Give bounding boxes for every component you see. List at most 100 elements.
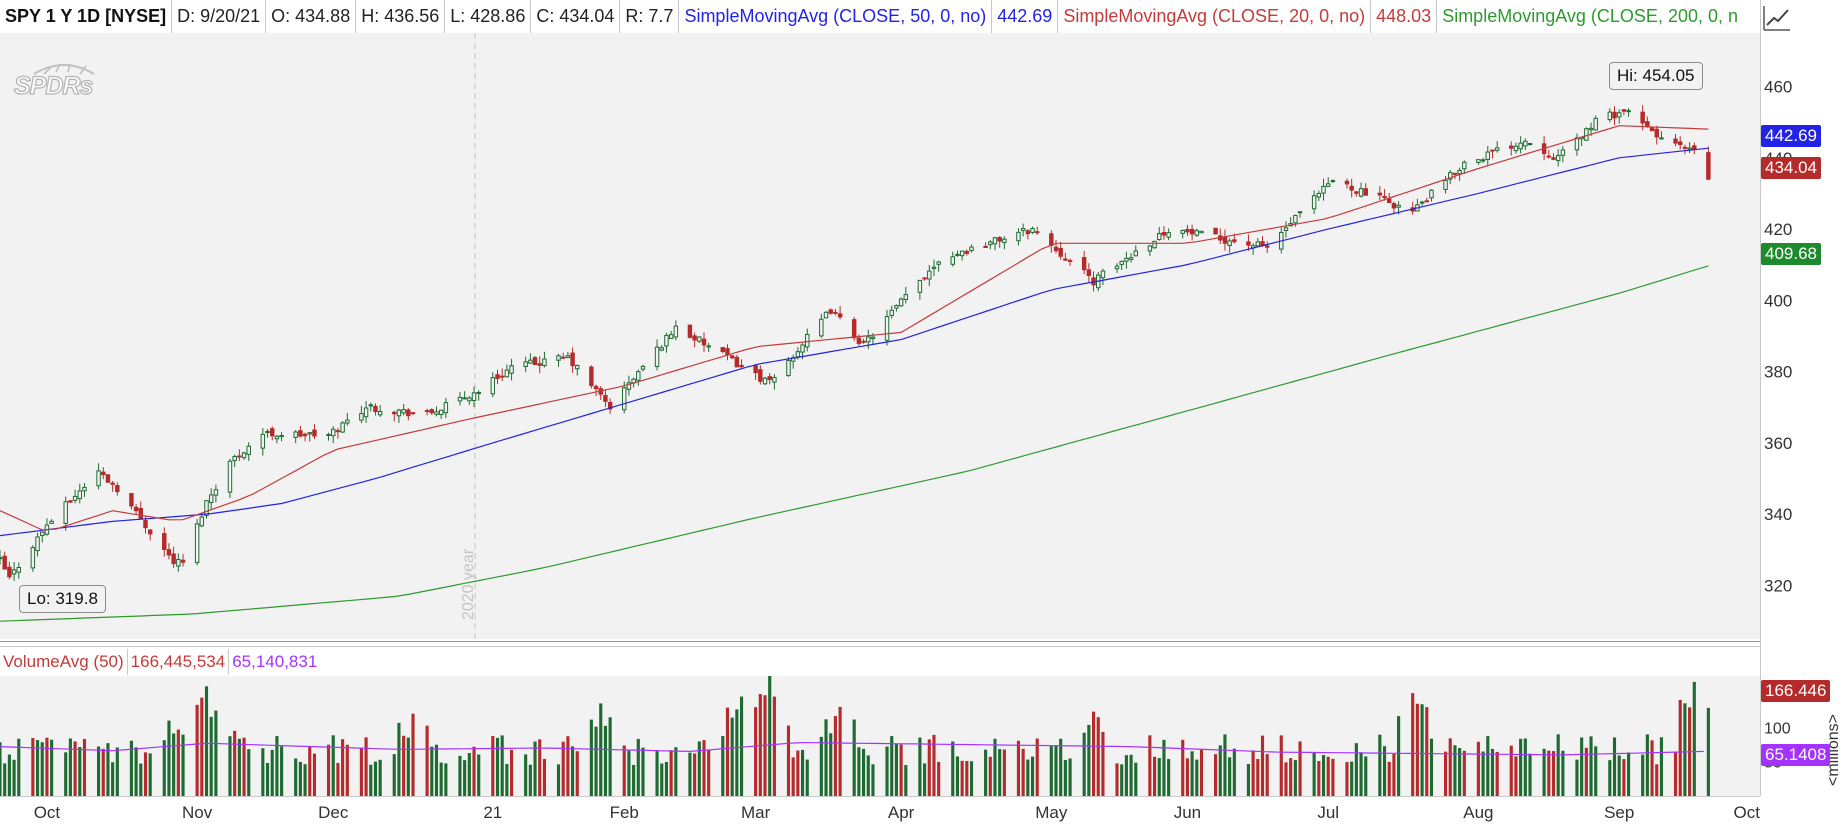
candle-body-up (931, 266, 937, 269)
x-tick-label: Oct (34, 803, 61, 822)
symbol-label[interactable]: SPY 1 Y 1D [NYSE] (0, 0, 173, 33)
volume-avg-value: 65,140,831 (232, 652, 318, 671)
candle (565, 351, 571, 359)
volume-bar (1453, 745, 1457, 796)
sma20-study-value: 448.03 (1371, 0, 1438, 33)
x-tick-label: Sep (1604, 803, 1634, 822)
candle-body-up (377, 410, 383, 416)
volume-bar (1462, 750, 1466, 796)
candle-body-down (1682, 146, 1688, 149)
volume-bar (1364, 756, 1368, 796)
candle (1199, 230, 1204, 234)
volume-bar (1523, 738, 1527, 796)
candle-body-up (1002, 238, 1007, 244)
candle (1462, 160, 1467, 174)
volume-bar (294, 758, 298, 796)
candle (373, 403, 378, 416)
candle (312, 424, 317, 440)
candle (49, 519, 54, 524)
sma50-study-label[interactable]: SimpleMovingAvg (CLOSE, 50, 0, no) (679, 0, 993, 33)
sma20-study-label[interactable]: SimpleMovingAvg (CLOSE, 20, 0, no) (1058, 0, 1372, 33)
candle (772, 374, 777, 390)
volume-bar (1284, 762, 1288, 796)
volume-bar (1575, 759, 1579, 796)
candle-body-down (692, 335, 697, 341)
candle-body-down (1067, 259, 1073, 262)
candle (1297, 211, 1303, 218)
candle (1246, 234, 1251, 251)
candle (279, 432, 284, 442)
volume-bar (247, 749, 251, 796)
candle-body-up (1128, 257, 1134, 260)
volume-bar (425, 725, 429, 796)
candle-body-up (805, 333, 810, 348)
candle-body-down (429, 409, 435, 414)
volume-bar (341, 739, 345, 796)
candle-body-down (687, 324, 693, 338)
volume-bar (3, 763, 7, 796)
candle (1555, 149, 1561, 167)
candle-body-up (1527, 143, 1533, 146)
candle (504, 364, 510, 378)
candle (1424, 197, 1429, 203)
volume-bar (312, 753, 317, 796)
candle-body-up (63, 501, 68, 524)
candle-body-up (434, 411, 439, 415)
candle (734, 354, 740, 368)
volume-bar (735, 709, 739, 796)
candle (898, 297, 904, 307)
candle (406, 408, 411, 421)
candle-body-up (1147, 245, 1153, 252)
volume-bar (984, 749, 988, 796)
volume-bar (1016, 740, 1021, 796)
candle (269, 426, 275, 441)
candle-body-up (1574, 137, 1580, 151)
candle-body-down (1424, 200, 1429, 203)
volume-bar (31, 737, 35, 796)
candle (340, 421, 345, 433)
candle-body-up (894, 305, 899, 309)
volume-bar (181, 734, 185, 796)
candle-body-up (903, 294, 909, 300)
candle-body-down (302, 433, 308, 437)
candle-body-up (260, 433, 266, 449)
volume-bar (1678, 699, 1682, 796)
candle (621, 381, 627, 414)
candle-body-down (147, 529, 153, 535)
candle (293, 430, 298, 444)
candle (884, 309, 890, 346)
candle-body-up (969, 246, 974, 252)
candle-body-up (331, 428, 336, 437)
candle-body-down (964, 250, 970, 254)
candle-body-up (565, 355, 571, 358)
candle-body-up (1607, 111, 1613, 121)
candle-body-up (1523, 140, 1528, 147)
candle-body-up (1429, 189, 1434, 199)
volume-bar (951, 741, 955, 796)
candle-body-down (767, 376, 772, 381)
volume-bar (1082, 732, 1086, 796)
candle-body-up (199, 516, 205, 527)
sma200-study-label[interactable]: SimpleMovingAvg (CLOSE, 200, 0, no) (1437, 0, 1738, 33)
volume-bar (1378, 734, 1382, 796)
volume-bar (1359, 752, 1363, 796)
candle (1551, 153, 1556, 161)
volume-bar (1049, 745, 1053, 796)
volume-bar (1382, 746, 1387, 796)
candle (1476, 158, 1481, 165)
candle-body-up (40, 531, 45, 536)
volume-study-label[interactable]: VolumeAvg (50) (0, 649, 128, 675)
candle-body-up (626, 382, 632, 390)
volume-bar (890, 736, 894, 796)
drawing-tool-icon[interactable] (1762, 4, 1792, 32)
candle (204, 500, 209, 519)
candle (1673, 133, 1678, 147)
candle (1002, 236, 1007, 250)
candle (1124, 251, 1129, 269)
candle-body-up (1114, 265, 1120, 270)
volume-bar (918, 737, 922, 796)
volume-bar (838, 706, 842, 796)
candle-body-up (528, 359, 533, 364)
candle-body-up (1124, 257, 1129, 262)
